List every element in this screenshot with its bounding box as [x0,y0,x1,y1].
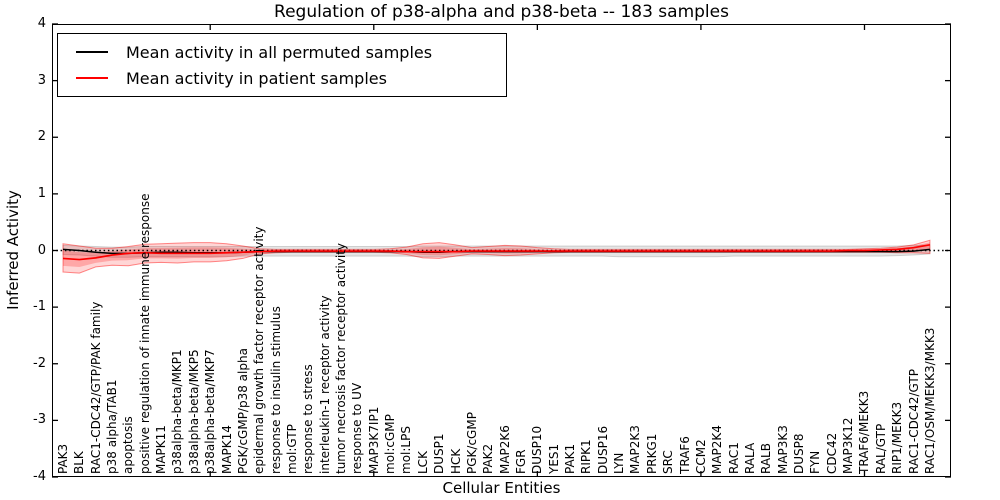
x-tick-label: mol:GTP [284,424,299,474]
x-tick-label: DUSP10 [530,425,545,474]
x-tick-label: PGK/cGMP [464,412,479,474]
x-tick-label: PRKG1 [644,433,659,474]
x-tick-label: RIP1/MEKK3 [890,401,905,474]
x-tick-label: FYN [808,450,823,474]
x-tick-label: DUSP16 [595,425,610,474]
x-axis-title: Cellular Entities [442,479,561,497]
y-tick-label: -1 [33,299,46,315]
x-tick-label: response to insulin stimulus [268,306,283,474]
x-tick-label: PAK2 [481,443,496,474]
x-tick-label: CDC42 [824,432,839,474]
x-tick-label: SRC [661,450,676,474]
y-tick-label: 4 [37,16,46,31]
x-tick-label: TRAF6 [677,436,692,474]
y-tick-label: 3 [37,72,46,88]
legend-item-permuted: Mean activity in all permuted samples [70,39,506,65]
x-tick-label: TRAF6/MEKK3 [857,390,872,474]
x-tick-label: interleukin-1 receptor activity [317,295,332,474]
legend-label-permuted: Mean activity in all permuted samples [126,42,433,62]
x-tick-label: RALA [742,442,757,474]
x-tick-label: epidermal growth factor receptor activit… [252,226,267,474]
chart-title: Regulation of p38-alpha and p38-beta -- … [274,2,729,22]
x-tick-label: CCM2 [693,439,708,474]
x-tick-label: MAP3K7IP1 [366,406,381,474]
permuted-line-swatch [76,51,108,53]
x-tick-label: MAP2K3 [628,425,643,474]
x-tick-label: MAP2K4 [710,425,725,474]
y-tick-label: -3 [33,412,46,428]
x-tick-label: mol:cGMP [383,414,398,474]
x-tick-label: RAC1/OSM/MEKK3/MKK3 [922,327,937,474]
x-tick-label: RIPK1 [579,439,594,474]
patient-mean-line [62,243,931,261]
y-tick-label: 2 [37,129,46,145]
x-tick-label: MAPK14 [219,425,234,474]
x-tick-label: MAP2K6 [497,425,512,474]
x-tick-label: LYN [612,452,627,474]
x-tick-label: DUSP8 [792,433,807,474]
x-tick-label: MAP3K3 [775,425,790,474]
x-tick-label: YES1 [546,443,561,474]
x-tick-label: LCK [415,451,430,474]
x-tick-label: p38alpha-beta/MKP7 [203,349,218,474]
x-tick-label: mol:LPS [399,426,414,474]
x-tick-label: p38alpha-beta/MKP5 [186,349,201,474]
x-tick-label: response to stress [301,364,316,474]
x-tick-label: RAL/GTP [873,423,888,474]
x-tick-label: positive regulation of innate immune res… [137,193,152,474]
plot-frame [52,24,951,477]
y-tick-label: 1 [37,185,46,201]
legend: Mean activity in all permuted samples Me… [57,33,507,97]
x-tick-label: MAP3K12 [841,417,856,474]
y-tick-label: 0 [37,242,46,258]
x-tick-label: apoptosis [121,416,136,474]
legend-label-patient: Mean activity in patient samples [126,68,387,88]
x-tick-label: MAPK11 [154,425,169,474]
patient-range-band-inner [63,242,930,268]
y-tick-label: -2 [33,355,46,371]
x-tick-label: RAC1 [726,442,741,474]
x-tick-label: FGR [513,449,528,474]
x-tick-label: RALB [759,443,774,474]
x-tick-label: RAC1-CDC42/GTP/PAK family [88,301,103,474]
x-tick-label: p38alpha-beta/MKP1 [170,349,185,474]
x-tick-label: RAC1-CDC42/GTP [906,369,921,474]
legend-item-patient: Mean activity in patient samples [70,65,506,91]
x-tick-label: response to UV [350,382,365,474]
x-tick-label: tumor necrosis factor receptor activity [334,243,349,474]
plot-area [52,23,951,478]
x-tick-label: HCK [448,448,463,474]
x-tick-label: DUSP1 [432,433,447,474]
patient-line-swatch [76,77,108,79]
y-tick-label: -4 [33,469,46,484]
x-tick-label: PAK3 [56,443,70,474]
x-tick-label: p38 alpha/TAB1 [105,379,120,474]
x-tick-label: BLK [72,451,87,474]
x-tick-label: PGK/cGMP/p38 alpha [235,348,250,474]
x-tick-label: PAK1 [563,443,578,474]
